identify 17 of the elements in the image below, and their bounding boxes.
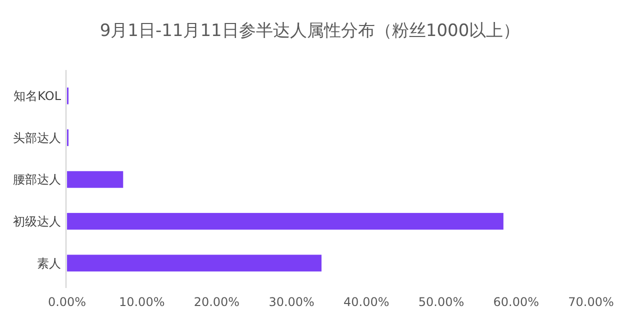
bar [67,212,504,230]
x-tick-label: 40.00% [344,295,390,309]
y-tick-label: 腰部达人 [13,172,61,187]
y-tick-label: 知名KOL [14,89,62,104]
y-tick-label: 初级达人 [13,214,61,228]
x-tick-label: 0.00% [48,295,86,309]
chart-title: 9月1日-11月11日参半达人属性分布（粉丝1000以上） [100,21,520,41]
x-tick-label: 30.00% [268,295,314,309]
x-tick-label: 50.00% [418,295,464,309]
x-tick-label: 70.00% [568,295,614,309]
x-tick-label: 60.00% [493,295,540,309]
y-tick-label: 头部达人 [13,130,61,145]
bar [67,254,322,272]
x-tick-label: 20.00% [194,295,240,309]
y-tick-label: 素人 [37,256,61,270]
bar [67,171,124,188]
x-tick-label: 10.00% [118,295,165,309]
